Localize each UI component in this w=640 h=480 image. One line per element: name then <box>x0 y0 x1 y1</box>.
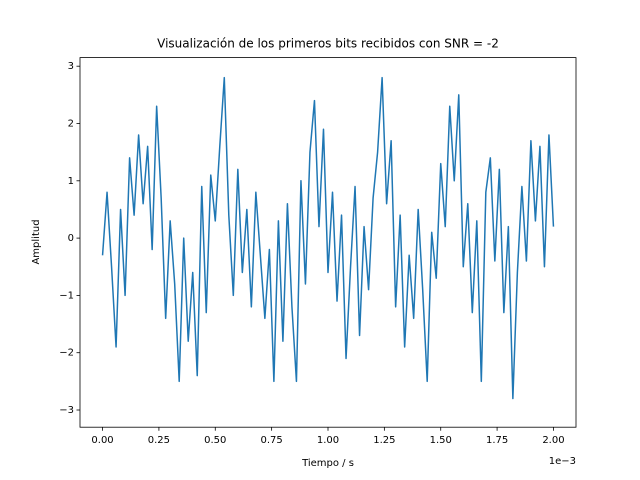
y-tick-label: 3 <box>68 61 74 72</box>
x-tick-label: 2.00 <box>542 435 564 446</box>
x-tick-label: 1.00 <box>317 435 339 446</box>
y-axis-label: Amplitud <box>31 219 42 264</box>
x-tick-label: 0.50 <box>204 435 226 446</box>
x-tick-label: 0.00 <box>91 435 113 446</box>
x-tick-label: 0.75 <box>261 435 283 446</box>
x-tick-label: 1.75 <box>486 435 508 446</box>
y-tick-label: 1 <box>68 176 74 187</box>
y-tick-label: −3 <box>59 405 74 416</box>
y-tick-label: −2 <box>59 348 74 359</box>
x-offset-label: 1e−3 <box>549 456 576 467</box>
y-tick-label: 0 <box>68 233 74 244</box>
y-tick-label: −1 <box>59 290 74 301</box>
series-line <box>101 76 555 400</box>
x-tick-label: 1.25 <box>373 435 395 446</box>
y-tick-label: 2 <box>68 118 74 129</box>
chart-title: Visualización de los primeros bits recib… <box>157 37 499 51</box>
x-tick-label: 0.25 <box>148 435 170 446</box>
x-tick-label: 1.50 <box>430 435 452 446</box>
x-axis-label: Tiempo / s <box>301 458 354 469</box>
plot-frame <box>79 57 577 428</box>
